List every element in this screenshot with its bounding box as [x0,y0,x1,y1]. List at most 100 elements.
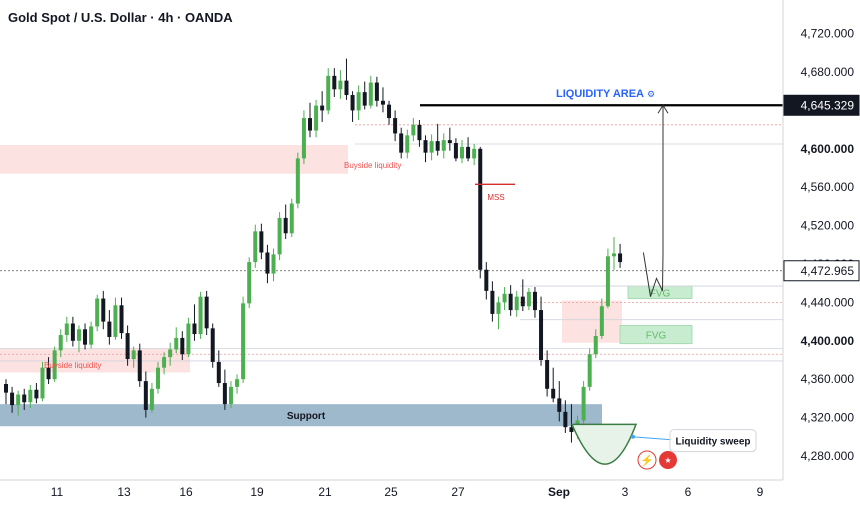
projection-arrow [642,105,664,297]
time-axis[interactable]: 11 13 16 19 21 25 27 Sep 3 6 9 [0,479,783,499]
arrow-head [657,104,669,114]
candle-body [89,326,94,345]
candle-body [283,217,288,234]
candle-body [180,337,185,355]
price-tick-label: 4,560.000 [801,180,855,194]
candle-body [192,323,197,335]
candle-body [435,141,440,151]
candle-body [210,328,215,362]
annotations-layer: LIQUIDITY AREA ⚙ Buyside liquidity Buyside … [44,88,783,470]
price-tick-label: 4,680.000 [801,65,855,79]
candle-body [563,411,568,428]
price-label-text: 4,472.965 [801,264,855,278]
candle-body [338,80,343,90]
us-flag-icon [659,451,677,469]
liquidity-sweep-box [669,429,757,453]
candle-body [612,253,616,257]
candle-body [532,291,537,311]
candle-body [326,75,331,111]
price-tick-label: 4,440.000 [801,295,855,309]
candle-body [356,92,361,111]
sweep-pointer [632,436,671,441]
fvg-upper-label: FVG [650,288,671,299]
liquidity-area-label: LIQUIDITY AREA [556,88,644,100]
candle-body [411,124,416,136]
candle-body [277,217,282,255]
candle-body [70,323,75,341]
candle-body [107,321,112,337]
candle-body [10,392,15,406]
time-tick-label: 6 [685,485,692,499]
candle-body [441,140,446,151]
candle-body [417,124,422,141]
price-axis[interactable]: 4,720.000 4,680.000 4,600.000 4,560.000 4,52… [782,0,860,480]
candle-body [362,92,367,106]
candle-body [76,329,81,341]
candle-body [496,302,501,314]
candle-body [156,367,160,389]
candle-body [429,141,434,153]
candle-body [387,104,392,119]
price-tick-label: 4,720.000 [801,27,855,41]
candle-body [569,427,574,432]
candle-body [399,133,404,153]
candle-body [204,296,209,329]
candle-body [447,140,452,144]
liquidity-sweep-label: Liquidity sweep [675,437,750,448]
candle-body [618,253,623,263]
candle-body [520,296,525,307]
candle-body [587,354,592,387]
candle-body [557,398,562,412]
candle-body [593,336,598,355]
time-tick-label: 13 [117,485,131,499]
candle-body [350,95,355,111]
candle-body [484,269,489,291]
candle-body [453,143,458,159]
candle-body [539,310,544,360]
candle-body [551,388,556,399]
candle-body [241,303,246,380]
time-tick-label: Sep [548,485,570,499]
candle-body [52,350,57,380]
candle-body [393,118,398,134]
candle-body [46,367,51,380]
candle-body [514,296,519,311]
candle-body [423,140,428,153]
candle-body [332,75,337,90]
time-tick-label: 19 [250,485,264,499]
candle-body [374,82,379,101]
candle-body [478,148,483,270]
liquidity-area-icon: ⚙ [647,89,655,99]
candle-body [314,105,319,131]
candle-body [472,148,477,159]
lightning-glyph: ⚡ [640,454,654,467]
lightning-icon [637,450,657,470]
candle-body [162,357,167,368]
price-tick-label: 4,280.000 [801,449,855,463]
candle-body [259,231,264,253]
candle-body [545,360,550,389]
time-tick-label: 25 [384,485,398,499]
candle-body [143,381,148,410]
candle-body [605,256,610,307]
candle-body [101,298,106,322]
candle-body [271,254,276,274]
candle-body [119,305,124,334]
candle-body [168,349,173,358]
candle-body [508,293,513,311]
candle-body [58,335,63,351]
pink-gap-zone [562,300,622,343]
buyside-liquidity-lower: Buyside liquidity [44,361,101,370]
candle-body [198,296,203,335]
candle-body [380,100,385,105]
candle-body [301,118,306,159]
candle-body [125,333,130,360]
candle-body [265,252,270,274]
sweep-curve [570,423,638,465]
price-label-box [783,260,860,282]
time-tick-label: 27 [451,485,465,499]
candle-body [113,305,118,337]
candle-body [295,158,300,204]
candle-body [247,262,252,304]
